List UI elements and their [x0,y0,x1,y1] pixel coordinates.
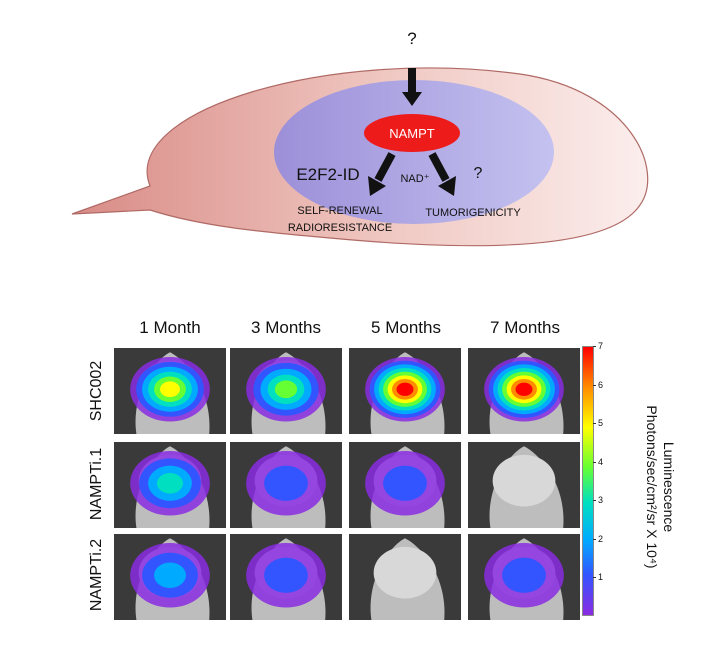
arrow-right-down-icon [428,152,456,196]
radioresistance-label: RADIORESISTANCE [288,222,392,234]
color-scale-tick-5: 5 [592,418,604,429]
mouse-image-nampti-2-4 [468,534,580,620]
row-header-nampti-1: NAMPTi.1 [88,447,105,521]
color-scale-tick-1: 1 [592,572,604,583]
mouse-image-nampti-2-3 [349,534,461,620]
nad-label: NAD⁺ [400,173,429,185]
row-header-nampti-2: NAMPTi.2 [88,538,105,612]
top-question-mark: ? [407,29,416,48]
arrow-left-down-icon [368,152,396,196]
color-scale-tick-2: 2 [592,533,604,544]
nampt-label: NAMPT [389,126,435,141]
mouse-image-nampti-1-2 [230,442,342,528]
color-scale-tick-4: 4 [592,456,604,467]
luminescence-color-scale [582,346,594,616]
mouse-image-shc002-2 [230,348,342,434]
tumorigenicity-label: TUMORIGENICITY [425,207,521,219]
arrow-down-icon [402,68,422,106]
nampt-node [364,114,460,152]
color-scale-tick-7: 7 [592,341,604,351]
right-question-mark: ? [474,165,483,182]
mouse-image-nampti-1-4 [468,442,580,528]
column-header-7-months: 7 Months [490,318,560,337]
color-scale-title-line1: Luminescence [661,441,677,533]
color-scale-title-line2: Photons/sec/cm²/sr X 10⁴) [644,405,660,569]
mouse-image-nampti-2-1 [114,534,226,620]
mouse-image-nampti-1-1 [114,442,226,528]
e2f2-id-label: E2F2-ID [296,165,359,184]
color-scale-title: Luminescence Photons/sec/cm²/sr X 10⁴) [643,367,677,607]
mouse-image-nampti-2-2 [230,534,342,620]
color-scale-tick-3: 3 [592,495,604,506]
nucleus-shape [274,80,554,224]
column-header-1-month: 1 Month [139,318,201,337]
column-header-3-months: 3 Months [251,318,321,337]
row-header-shc002: SHC002 [88,360,105,422]
mouse-image-shc002-4 [468,348,580,434]
self-renewal-label: SELF-RENEWAL [297,205,382,217]
color-scale-tick-6: 6 [592,379,604,390]
mouse-image-shc002-1 [114,348,226,434]
mouse-image-nampti-1-3 [349,442,461,528]
nampt-pathway-diagram: NAMPT ? E2F2-ID NAD⁺ ? SELF-RENEWAL RADI… [71,29,649,247]
mouse-image-shc002-3 [349,348,461,434]
column-header-5-months: 5 Months [371,318,441,337]
